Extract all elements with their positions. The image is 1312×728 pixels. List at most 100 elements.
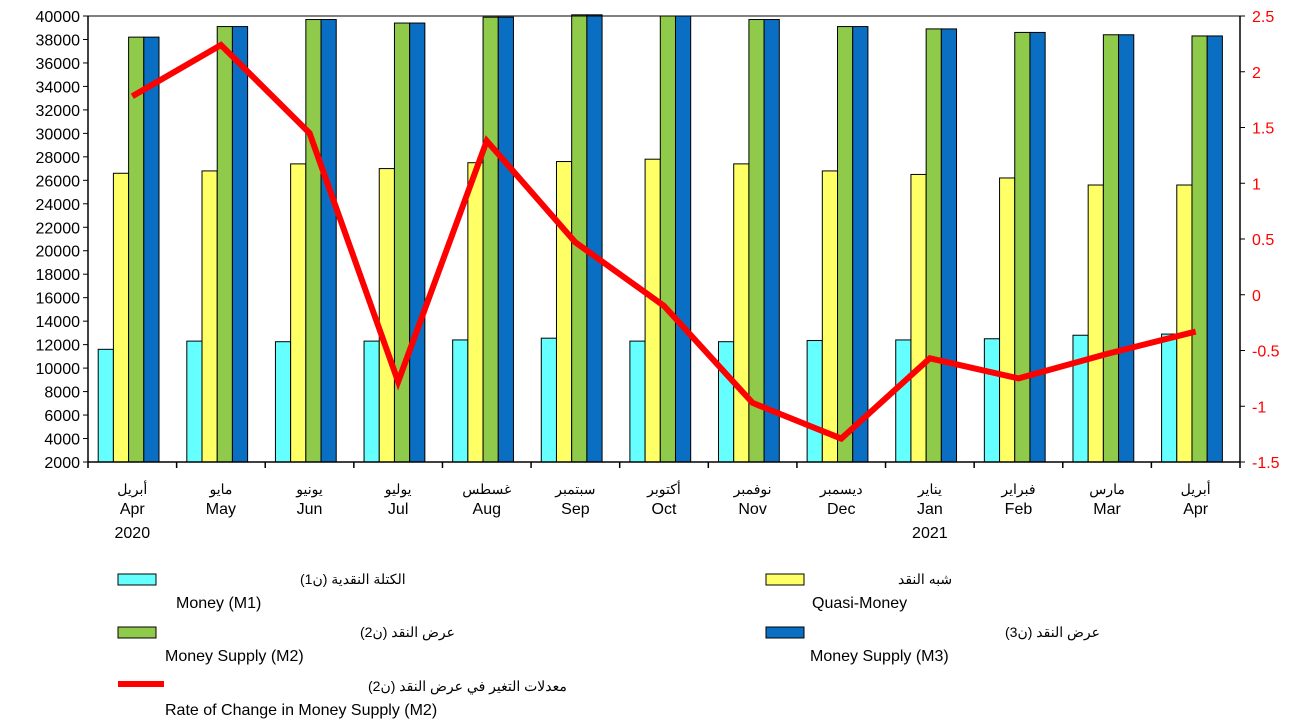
bar-3-2 [216, 26, 233, 463]
legend-swatch-4 [765, 626, 805, 639]
bar-3-13 [1191, 35, 1208, 463]
left-tick-label: 16000 [36, 291, 81, 308]
bar-4-11 [1029, 31, 1046, 463]
bar-4-13 [1206, 35, 1223, 463]
legend-swatch-line [118, 681, 164, 687]
category-label-en: Jun [297, 501, 323, 518]
bar-3-7 [659, 15, 676, 463]
bar-2-13 [1176, 184, 1193, 463]
bar-2-3 [290, 163, 307, 463]
bar-2-4 [378, 168, 395, 463]
left-tick-label: 2000 [44, 455, 80, 472]
rate-line-layer [130, 41, 1197, 443]
year-label: 2021 [912, 525, 948, 542]
bar-3-12 [1102, 34, 1120, 463]
left-tick-label: 6000 [44, 408, 80, 425]
category-label-ar: يوليو [384, 481, 412, 498]
bar-4-8 [763, 19, 780, 463]
right-tick-label: 0 [1252, 288, 1261, 305]
bar-4-2 [231, 26, 249, 463]
left-tick-label: 12000 [36, 338, 81, 355]
category-label-en: Feb [1005, 501, 1033, 518]
left-tick-label: 40000 [36, 9, 81, 26]
bar-1-9 [806, 340, 823, 463]
left-tick-label: 10000 [36, 361, 81, 378]
legend-label-ar: معدلات التغير في عرض النقد (ن2) [368, 678, 567, 695]
category-label-en: Apr [120, 501, 146, 518]
bar-3-1 [128, 36, 145, 463]
bar-2-7 [644, 158, 661, 463]
bar-1-12 [1072, 334, 1089, 463]
bar-3-10 [925, 28, 942, 463]
legend-label-en: Money (M1) [176, 595, 261, 612]
left-tick-label: 8000 [44, 385, 80, 402]
category-label-ar: ديسمبر [819, 481, 863, 498]
category-label-ar: سبتمبر [554, 481, 595, 498]
category-label-ar: يناير [917, 481, 942, 498]
left-tick-label: 14000 [36, 314, 81, 331]
legend-label-en: Rate of Change in Money Supply (M2) [165, 702, 437, 719]
legend-swatch-1 [117, 573, 157, 586]
left-tick-label: 24000 [36, 197, 81, 214]
category-label-ar: نوفمبر [733, 481, 772, 498]
category-label-en: May [206, 501, 236, 518]
legend-label-en: Quasi-Money [812, 595, 907, 612]
bar-2-8 [733, 163, 750, 463]
left-tick-label: 36000 [36, 56, 81, 73]
legend: الكتلة النقدية (ن1) Money (M1) شبه النقد Qu… [117, 571, 1100, 719]
right-tick-label: -1 [1252, 399, 1266, 416]
bar-3-3 [305, 19, 322, 463]
category-label-en: Jul [388, 501, 408, 518]
bar-1-13 [1161, 333, 1178, 463]
legend-label-en: Money Supply (M2) [165, 648, 304, 665]
bar-1-8 [718, 341, 735, 463]
right-tick-label: 2 [1252, 65, 1261, 82]
bar-3-4 [393, 22, 411, 463]
category-label-en: Nov [738, 501, 766, 518]
bar-4-9 [852, 26, 869, 463]
bar-2-11 [999, 177, 1016, 463]
bar-3-5 [482, 16, 499, 463]
bar-2-6 [555, 161, 573, 463]
right-tick-label: 1 [1252, 176, 1261, 193]
legend-label-ar: شبه النقد [898, 571, 952, 587]
left-tick-label: 22000 [36, 220, 81, 237]
bar-1-1 [97, 348, 114, 463]
category-label-en: Mar [1093, 501, 1121, 518]
bar-4-6 [586, 14, 603, 463]
left-tick-label: 4000 [44, 432, 80, 449]
bar-1-11 [983, 338, 1001, 463]
bar-4-12 [1118, 34, 1135, 463]
bar-1-7 [629, 340, 646, 463]
bar-4-1 [143, 36, 160, 463]
category-label-ar: غسطس [462, 481, 511, 498]
left-tick-label: 34000 [36, 79, 81, 96]
left-tick-label: 20000 [36, 244, 81, 261]
bar-2-5 [467, 162, 484, 463]
category-label-en: Dec [827, 501, 855, 518]
category-label-en: Sep [561, 501, 590, 518]
legend-label-ar: عرض النقد (ن2) [360, 624, 455, 641]
bar-2-10 [910, 173, 927, 463]
left-tick-label: 30000 [36, 126, 81, 143]
category-labels: أبريل Apr مايو May يونيو Jun يوليو Jul غسطس Aug سب… [115, 479, 1211, 542]
category-label-ar: يونيو [295, 481, 323, 498]
bar-2-9 [821, 170, 839, 463]
bar-1-3 [274, 341, 292, 463]
category-label-en: Apr [1183, 501, 1209, 518]
category-label-en: Oct [652, 501, 677, 518]
legend-label-ar: عرض النقد (ن3) [1005, 624, 1100, 641]
year-label: 2020 [115, 525, 151, 542]
bar-1-5 [452, 339, 469, 463]
legend-label-en: Money Supply (M3) [810, 648, 949, 665]
category-label-ar: أبريل [117, 479, 147, 498]
bar-2-12 [1087, 184, 1104, 463]
right-tick-label: 2.5 [1252, 9, 1274, 26]
left-tick-label: 28000 [36, 150, 81, 167]
bar-3-8 [748, 19, 765, 463]
category-label-ar: مايو [208, 481, 232, 498]
category-label-ar: أبريل [1181, 479, 1211, 498]
bar-1-6 [540, 337, 557, 463]
left-tick-label: 38000 [36, 32, 81, 49]
